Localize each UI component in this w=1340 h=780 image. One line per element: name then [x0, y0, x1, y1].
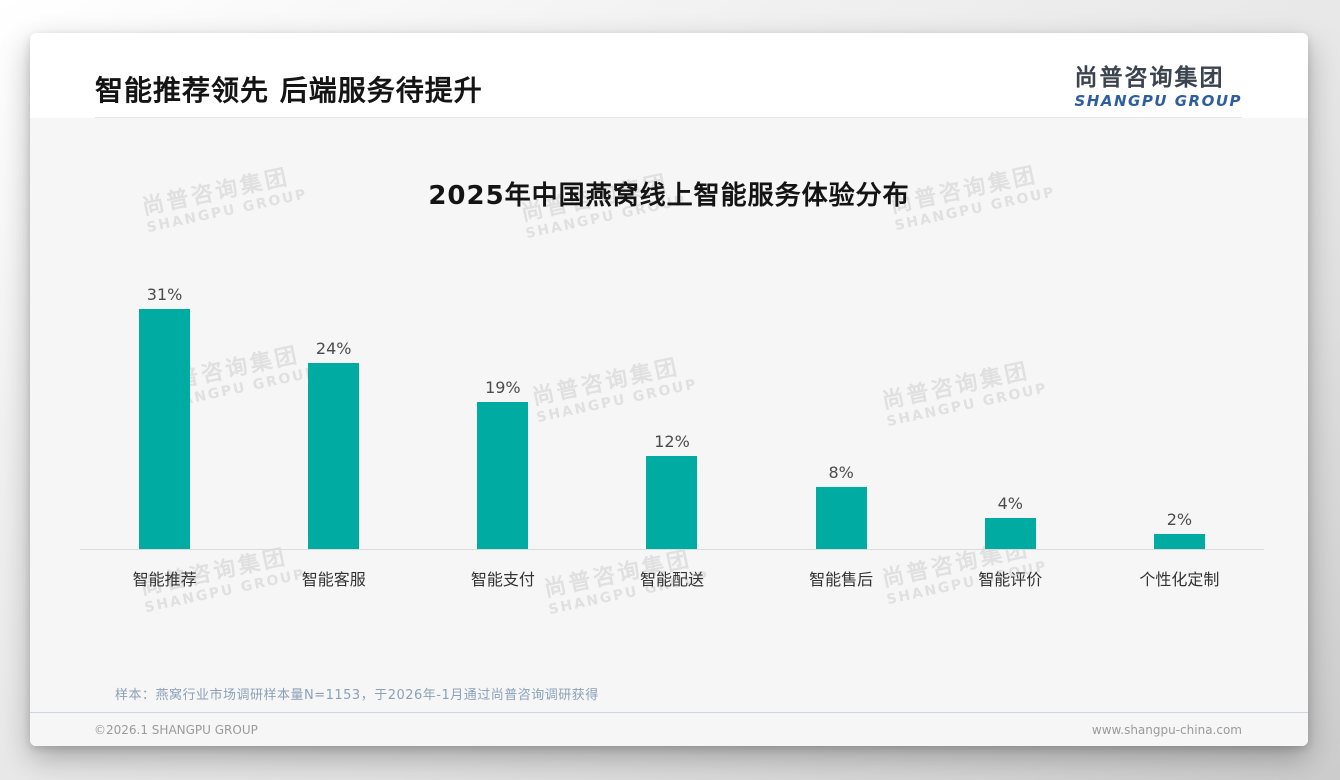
- category-labels-row: 智能推荐 智能客服 智能支付 智能配送 智能售后 智能评价 个性化定制: [80, 550, 1264, 590]
- bar-column: 31%: [80, 285, 249, 549]
- header-divider: [95, 117, 1242, 118]
- company-logo: 尚普咨询集团 SHANGPU GROUP: [1074, 65, 1242, 110]
- bar-value-label: 19%: [485, 378, 521, 397]
- chart-title: 2025年中国燕窝线上智能服务体验分布: [428, 181, 910, 211]
- website-url: www.shangpu-china.com: [1091, 722, 1242, 737]
- card-body: 尚普咨询集团 SHANGPU GROUP 尚普咨询集团 SHANGPU GROUP 尚普…: [30, 118, 1308, 712]
- report-card: 智能推荐领先 后端服务待提升 尚普咨询集团 SHANGPU GROUP 尚普咨询…: [30, 33, 1308, 746]
- bar-category-label: 智能售后: [809, 570, 874, 589]
- bar-value-label: 12%: [654, 432, 690, 451]
- card-footer: ©2026.1 SHANGPU GROUP www.shangpu-china.…: [30, 712, 1308, 746]
- bar: [984, 518, 1036, 549]
- bar: [646, 456, 698, 549]
- bar-category-label: 个性化定制: [1139, 570, 1220, 589]
- bar-category-label: 智能推荐: [132, 570, 197, 589]
- bars-row: 31% 24% 19% 12% 8% 4% 2%: [80, 268, 1264, 549]
- bar: [477, 402, 529, 549]
- logo-text-en: SHANGPU GROUP: [1074, 91, 1242, 110]
- bar-category-label: 智能支付: [470, 570, 535, 589]
- copyright-text: ©2026.1 SHANGPU GROUP: [94, 722, 258, 737]
- bar-value-label: 8%: [828, 463, 854, 482]
- bar-category-label: 智能配送: [639, 570, 704, 589]
- sample-note: 样本：燕窝行业市场调研样本量N=1153，于2026年-1月通过尚普咨询调研获得: [115, 688, 599, 703]
- bar-column: 24%: [249, 339, 418, 549]
- bar: [815, 487, 867, 549]
- bar-category-label: 智能客服: [301, 570, 366, 589]
- bar-value-label: 31%: [146, 285, 183, 304]
- logo-text-cn: 尚普咨询集团: [1074, 65, 1225, 92]
- bar-column: 4%: [926, 494, 1095, 549]
- bar-value-label: 24%: [315, 339, 352, 358]
- bar-chart: 31% 24% 19% 12% 8% 4% 2% 智能推荐 智能客服 智能支付 智能配送 智能售后智…: [80, 268, 1264, 590]
- bar: [139, 309, 191, 549]
- card-header: 智能推荐领先 后端服务待提升 尚普咨询集团 SHANGPU GROUP: [30, 33, 1308, 117]
- bar-column: 2%: [1095, 510, 1264, 549]
- bar-column: 19%: [418, 378, 587, 549]
- bar-value-label: 4%: [997, 494, 1023, 513]
- page-title: 智能推荐领先 后端服务待提升: [95, 74, 483, 107]
- x-axis-line: [80, 549, 1264, 550]
- bar-column: 8%: [757, 463, 926, 549]
- bar-column: 12%: [587, 432, 756, 549]
- bar-value-label: 2%: [1166, 510, 1193, 529]
- bar-category-label: 智能评价: [978, 570, 1043, 589]
- bar: [1153, 534, 1205, 549]
- bar: [308, 363, 360, 549]
